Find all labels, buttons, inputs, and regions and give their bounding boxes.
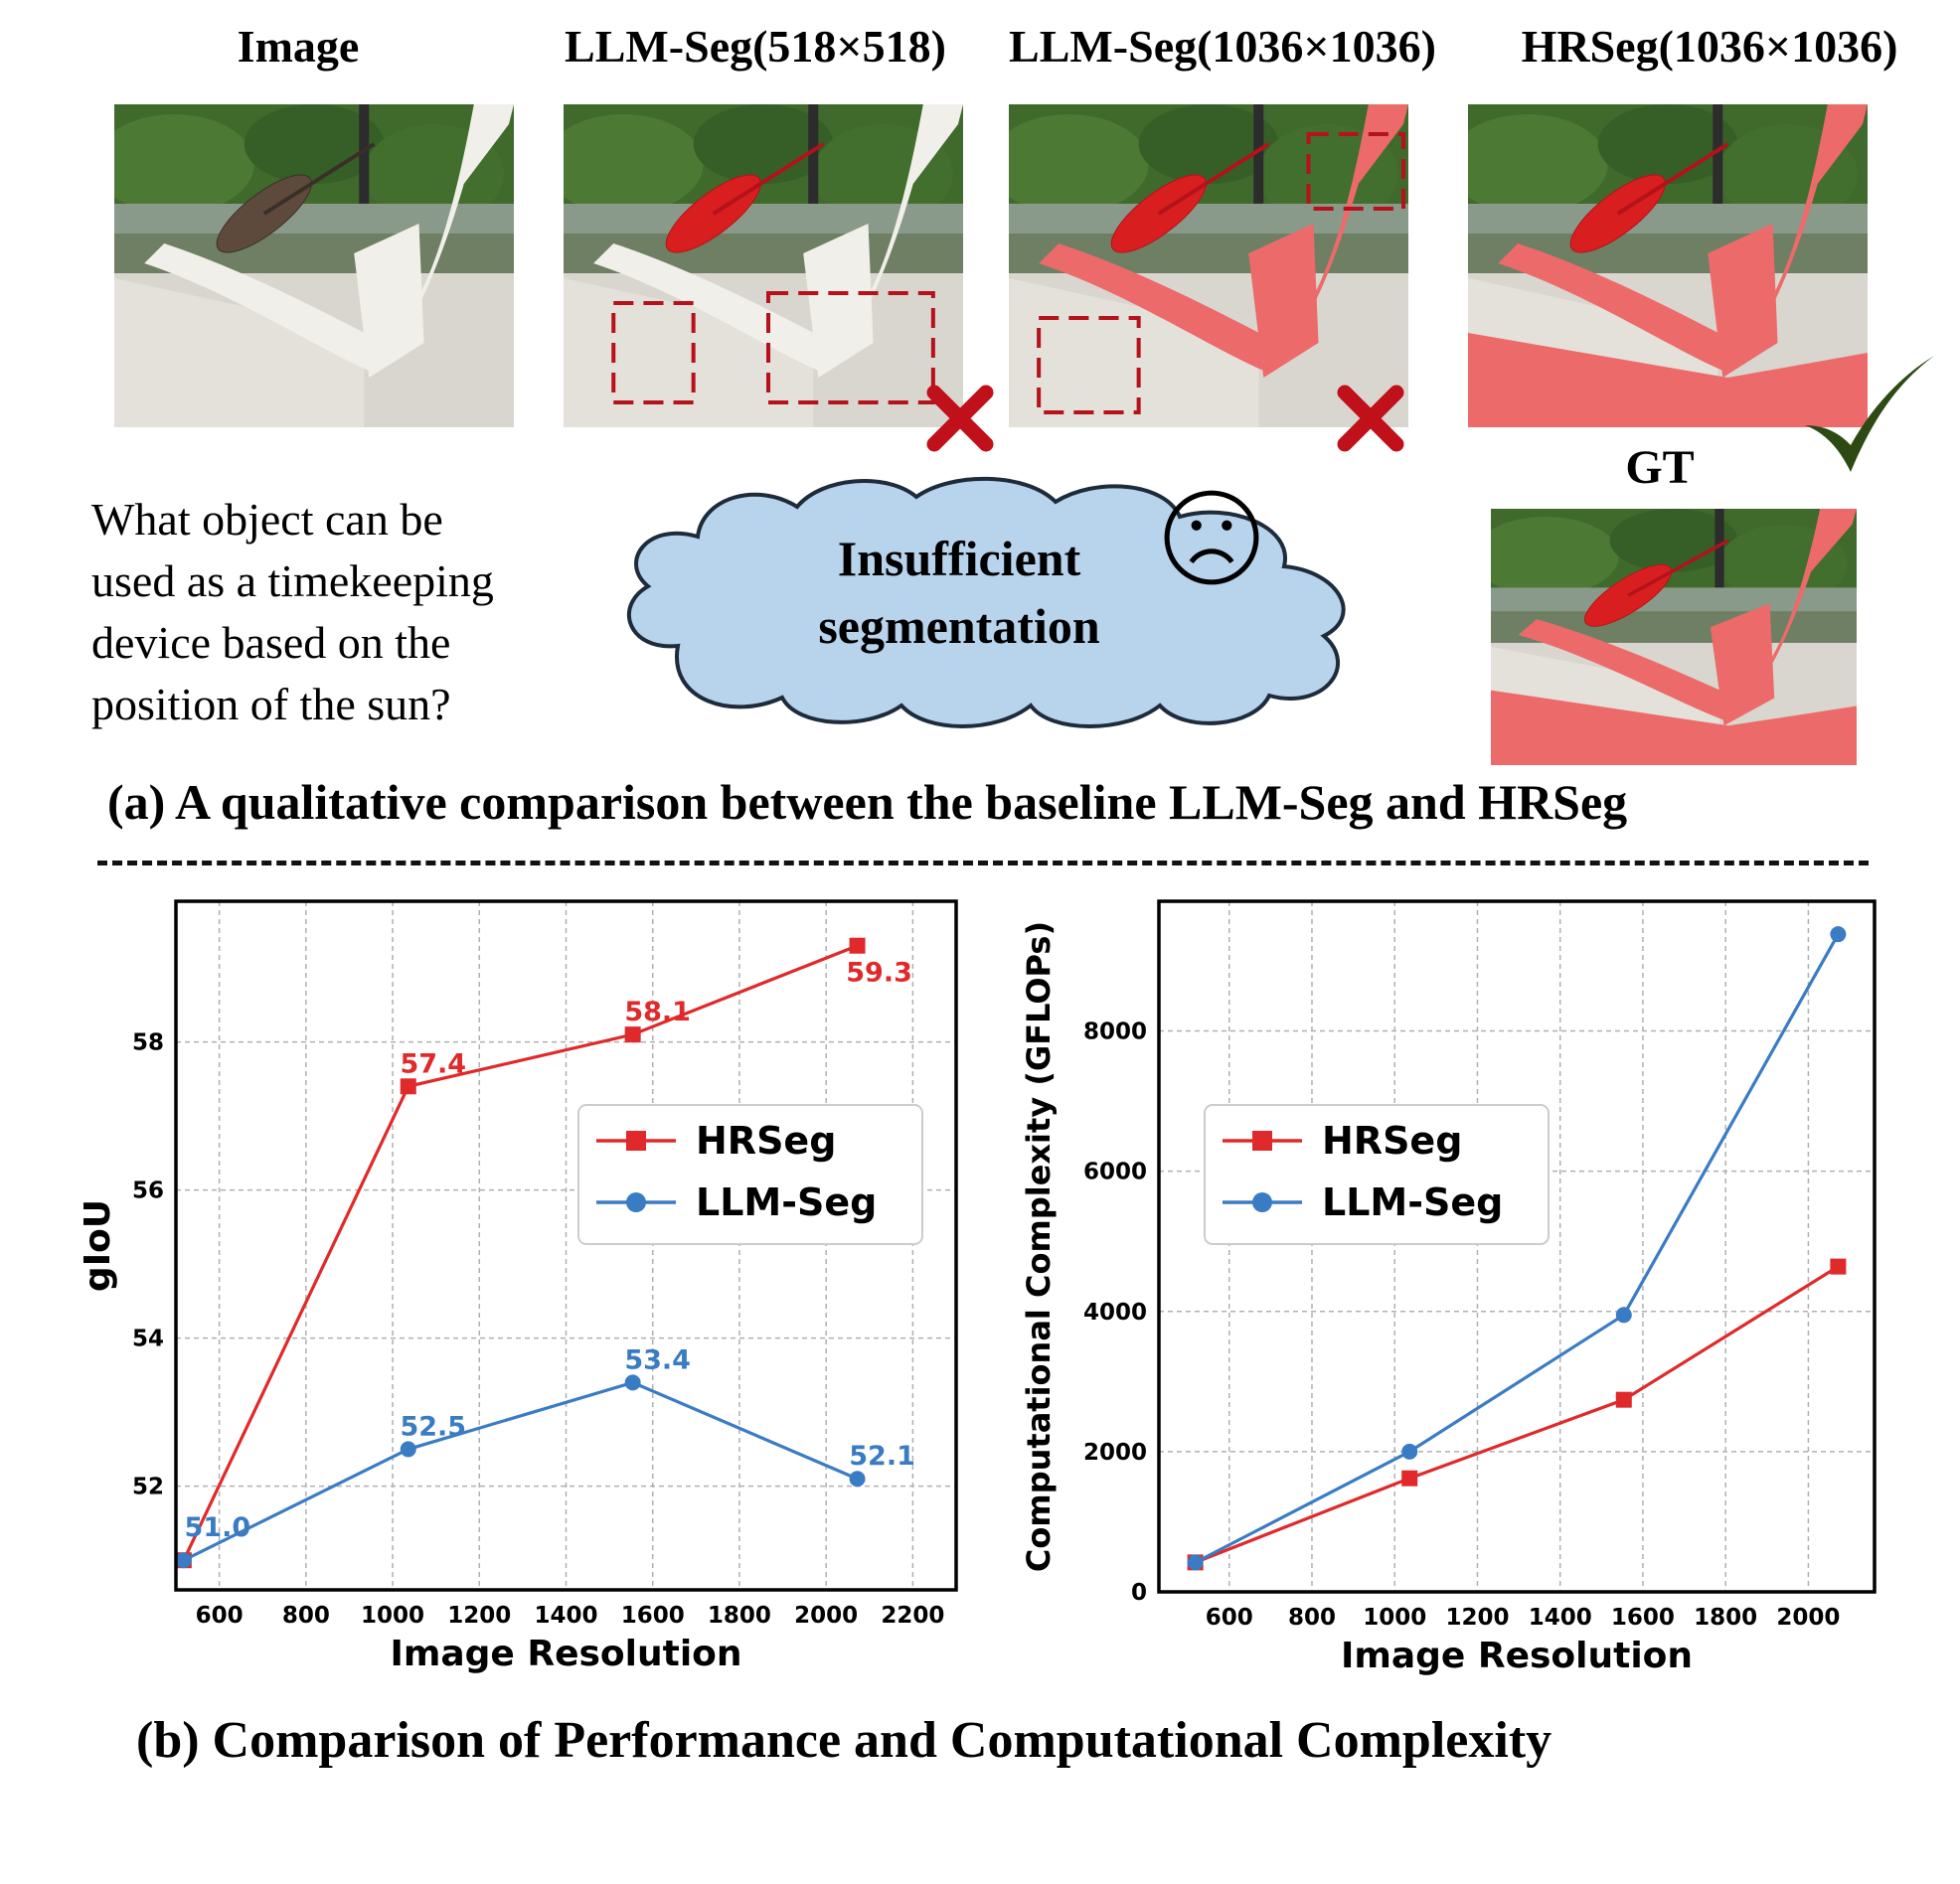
x-axis-label: Image Resolution	[1341, 1636, 1693, 1676]
data-point-circle	[626, 1192, 646, 1212]
column-title-llmseg-518: LLM-Seg(518×518)	[565, 21, 946, 72]
data-label: 59.3	[846, 958, 912, 989]
x-tick-label: 600	[1206, 1605, 1253, 1631]
data-point-square	[626, 1131, 646, 1151]
data-label: 53.4	[624, 1344, 691, 1375]
data-point-circle	[175, 1552, 192, 1569]
llmseg-518-result	[564, 104, 963, 427]
hrseg-1036-result	[1468, 104, 1868, 427]
column-title-hrseg-1036: HRSeg(1036×1036)	[1521, 21, 1898, 72]
x-tick-label: 2000	[1776, 1605, 1840, 1631]
column-title-llmseg-1036: LLM-Seg(1036×1036)	[1009, 21, 1436, 72]
y-axis-label: Computational Complexity (GFLOPs)	[1020, 921, 1058, 1572]
x-tick-label: 1600	[1611, 1605, 1675, 1631]
data-point-circle	[1401, 1443, 1418, 1460]
cloud-text: Insufficient segmentation	[775, 525, 1143, 660]
question-line: position of the sun?	[91, 679, 451, 729]
data-label: 51.0	[185, 1512, 251, 1543]
error-box	[1306, 132, 1405, 211]
data-point-circle	[624, 1374, 641, 1391]
data-point-square	[400, 1078, 416, 1095]
gt-image	[1491, 509, 1857, 765]
x-tick-label: 1000	[361, 1603, 424, 1629]
section-divider	[97, 861, 1869, 865]
data-point-square	[1401, 1470, 1418, 1487]
data-label: 58.1	[624, 997, 691, 1027]
series-line-hrseg	[182, 944, 859, 1561]
data-point-circle	[1187, 1554, 1204, 1571]
y-tick-label: 0	[1131, 1580, 1147, 1606]
x-tick-label: 2200	[881, 1603, 944, 1629]
legend-label: HRSeg	[696, 1119, 836, 1163]
x-tick-label: 1800	[1694, 1605, 1757, 1631]
column-title-image: Image	[237, 21, 360, 72]
cross-icon	[926, 385, 994, 452]
data-point-square	[1615, 1391, 1632, 1408]
x-tick-label: 2000	[794, 1603, 858, 1629]
y-tick-label: 54	[132, 1327, 164, 1352]
plot-frame	[1157, 899, 1877, 1594]
data-label: 57.4	[400, 1048, 466, 1079]
x-tick-label: 1200	[447, 1603, 511, 1629]
x-tick-label: 1400	[534, 1603, 597, 1629]
x-tick-label: 1400	[1529, 1605, 1592, 1631]
panel-a-caption: (a) A qualitative comparison between the…	[107, 774, 1628, 830]
question-line: What object can be	[91, 494, 443, 545]
data-label: 52.5	[400, 1411, 466, 1442]
giou-chart: 57.4 58.1 59.3 51.0 52.5 53.4 52.1 600 800 1000 12…	[78, 899, 958, 1674]
series-line-llm-seg	[1194, 933, 1840, 1564]
plot-frame	[174, 899, 958, 1592]
series-line-llm-seg	[183, 1380, 859, 1562]
y-tick-label: 4000	[1083, 1300, 1147, 1326]
sad-face-icon	[1164, 490, 1259, 585]
y-tick-label: 56	[132, 1178, 164, 1204]
y-tick-label: 58	[132, 1030, 164, 1056]
data-point-circle	[849, 1471, 866, 1488]
data-label: 52.1	[849, 1441, 915, 1472]
data-point-circle	[1615, 1307, 1632, 1324]
question-line: used as a timekeeping	[91, 555, 494, 606]
y-axis-label: gIoU	[78, 1199, 118, 1292]
x-tick-label: 1600	[621, 1603, 685, 1629]
series-line-hrseg	[1195, 1265, 1840, 1564]
cross-icon	[1337, 385, 1404, 452]
data-point-square	[1830, 1258, 1847, 1275]
data-point-circle	[1830, 926, 1847, 943]
data-point-circle	[400, 1441, 416, 1458]
y-tick-label: 2000	[1083, 1440, 1147, 1466]
gflops-chart: 600 800 1000 1200 1400 1600 1800 2000 0 2000 4000 6…	[1020, 899, 1877, 1676]
x-tick-label: 1200	[1445, 1605, 1509, 1631]
error-box	[611, 301, 696, 404]
x-tick-label: 800	[1288, 1605, 1336, 1631]
question-line: device based on the	[91, 617, 451, 668]
x-tick-label: 1000	[1363, 1605, 1426, 1631]
x-tick-label: 600	[196, 1603, 244, 1629]
x-tick-label: 1800	[708, 1603, 771, 1629]
data-point-square	[849, 937, 866, 954]
input-image	[114, 104, 514, 427]
data-point-square	[1252, 1131, 1272, 1151]
check-icon	[1805, 356, 1934, 472]
x-tick-label: 800	[282, 1603, 330, 1629]
legend-label: LLM-Seg	[1322, 1180, 1503, 1224]
legend-label: LLM-Seg	[696, 1180, 877, 1224]
data-point-circle	[1252, 1192, 1272, 1212]
y-tick-label: 8000	[1083, 1020, 1147, 1045]
y-tick-label: 52	[132, 1475, 164, 1500]
error-box	[766, 291, 935, 404]
question-text: What object can be used as a timekeeping…	[91, 489, 608, 735]
cloud-line: Insufficient	[837, 531, 1081, 586]
legend-label: HRSeg	[1322, 1119, 1462, 1163]
data-point-square	[624, 1026, 641, 1043]
cloud-line: segmentation	[818, 598, 1100, 654]
gt-label: GT	[1625, 441, 1695, 494]
y-tick-label: 6000	[1083, 1160, 1147, 1185]
x-axis-label: Image Resolution	[390, 1634, 741, 1674]
panel-b-caption: (b) Comparison of Performance and Comput…	[136, 1712, 1552, 1769]
llmseg-1036-result	[1009, 104, 1408, 427]
